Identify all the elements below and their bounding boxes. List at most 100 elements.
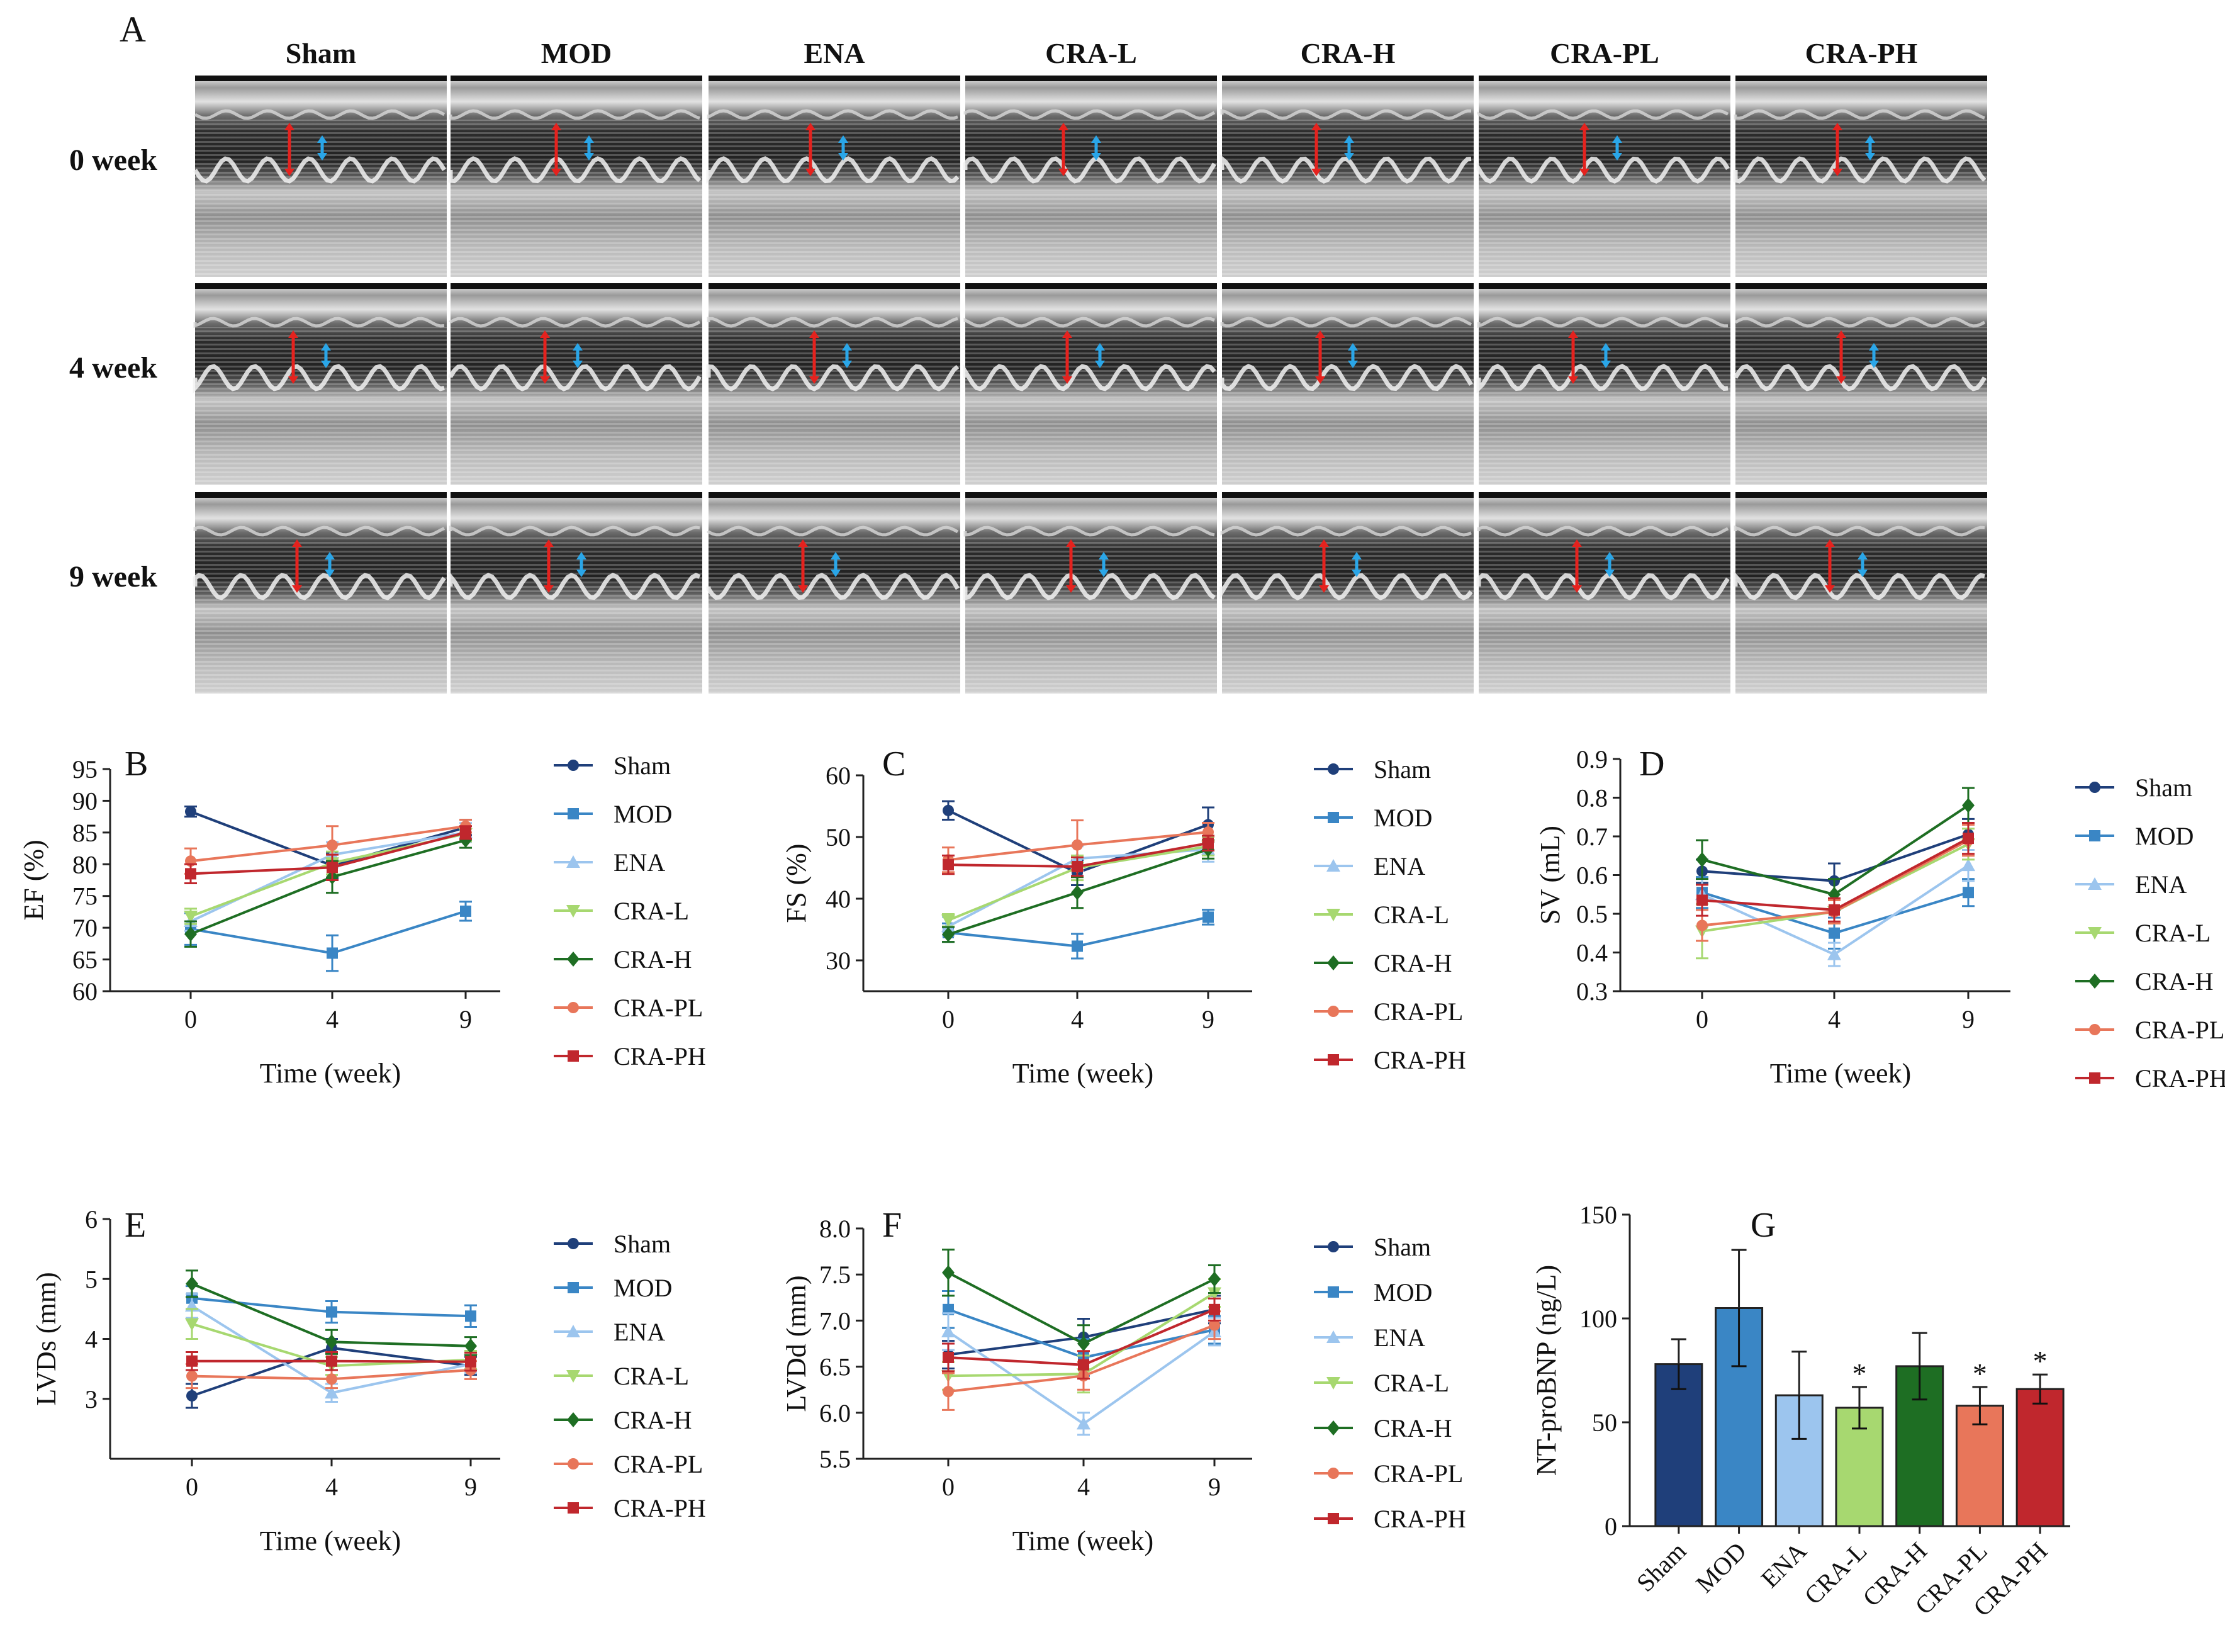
echo-image-top-bar	[1735, 76, 1987, 81]
legend-marker-sham	[568, 760, 579, 771]
blue-arrow-head-top	[317, 135, 327, 143]
legend-marker-mod	[1328, 1286, 1339, 1298]
blue-arrow-head-top	[1869, 343, 1879, 351]
x-axis-title: Time (week)	[1012, 1526, 1153, 1556]
red-arrow	[1319, 539, 1329, 593]
x-tick-label: 4	[1828, 1005, 1841, 1033]
y-tick-label: 5	[85, 1265, 98, 1293]
legend-marker-ena	[566, 855, 580, 868]
echo-posterior-wall	[1219, 154, 1472, 184]
blue-arrow-head-bottom	[584, 153, 594, 160]
red-arrow-head-bottom	[292, 585, 302, 593]
y-tick-label: 100	[1579, 1305, 1617, 1333]
bar-group-sham: Sham	[1631, 1338, 1703, 1597]
legend-marker-mod	[2089, 830, 2100, 841]
blue-arrow-head-bottom	[573, 361, 583, 368]
blue-arrow-head-bottom	[1348, 361, 1358, 368]
y-tick-label: 6.0	[819, 1399, 851, 1427]
echo-image-cra-l-9-week	[963, 492, 1217, 694]
echo-image-cra-ph-0-week	[1733, 76, 1987, 277]
echo-image-texture	[1735, 120, 1987, 277]
x-tick-label: 9	[464, 1473, 477, 1501]
x-tick-label: 4	[326, 1005, 339, 1033]
echo-column-header-cra-l: CRA-L	[1045, 37, 1137, 69]
data-point-cra-h-4	[1071, 885, 1084, 901]
data-point-cra-h-9	[1962, 797, 1975, 813]
red-arrow-head-bottom	[544, 585, 554, 593]
echo-septum-wall	[449, 317, 701, 328]
red-arrow-head-bottom	[1836, 376, 1846, 384]
echo-image-mod-0-week	[448, 76, 702, 277]
blue-arrow	[838, 135, 848, 160]
legend-marker-cra-l	[566, 1370, 580, 1383]
echo-posterior-wall	[1476, 364, 1729, 394]
echo-image-ena-4-week	[706, 283, 960, 485]
y-tick-label: 6.5	[819, 1353, 851, 1381]
echo-image-cra-ph-9-week	[1733, 492, 1987, 694]
chart-panel-c: C 30 40 50 60 0 4 9 Time (week) FS (%) Sham MOD ENA C…	[781, 745, 1466, 1089]
legend-label-cra-h: CRA-H	[614, 945, 692, 974]
echo-image-ena-0-week	[706, 76, 960, 277]
y-tick-label: 0.9	[1576, 745, 1608, 773]
bar-group-ena: ENA	[1756, 1351, 1824, 1593]
echo-septum-wall	[707, 525, 959, 537]
legend-marker-ena	[566, 1325, 580, 1337]
blue-arrow-head-top	[842, 343, 852, 351]
data-point-cra-pl-4	[326, 1373, 337, 1385]
legend-label-ena: ENA	[2135, 870, 2187, 899]
blue-arrow-head-bottom	[576, 570, 586, 577]
legend-label-cra-pl: CRA-PL	[2135, 1016, 2224, 1044]
legend-label-ena: ENA	[614, 1318, 665, 1346]
red-arrow-head-bottom	[809, 376, 819, 384]
data-point-ena-4	[325, 1386, 339, 1399]
echo-image-top-bar	[965, 492, 1217, 498]
x-tick-label: 0	[184, 1005, 197, 1033]
data-point-cra-h-0	[1696, 851, 1708, 867]
blue-arrow-head-top	[1091, 135, 1101, 143]
red-arrow	[1058, 123, 1068, 176]
red-arrow	[1568, 330, 1578, 384]
x-tick-label: 4	[1071, 1005, 1084, 1033]
red-arrow-head-bottom	[1572, 585, 1582, 593]
echo-image-top-bar	[195, 76, 447, 81]
y-tick-label: 3	[85, 1385, 98, 1413]
legend-marker-cra-ph	[568, 1050, 579, 1062]
blue-arrow	[1344, 135, 1354, 160]
blue-arrow-head-bottom	[1605, 570, 1615, 577]
x-tick-label-cra-l: CRA-L	[1799, 1537, 1873, 1610]
blue-arrow-head-top	[1865, 135, 1875, 143]
bar-cra-ph	[2015, 1388, 2065, 1527]
y-tick-label: 0.3	[1576, 977, 1608, 1006]
red-arrow	[1066, 539, 1076, 593]
echo-row-label-0-week: 0 week	[69, 143, 157, 177]
blue-arrow	[317, 135, 327, 160]
y-tick-label: 85	[72, 819, 98, 847]
series-cra-h	[184, 831, 472, 948]
legend-label-mod: MOD	[614, 1274, 672, 1302]
red-arrow-head-top	[1066, 539, 1076, 547]
blue-arrow-head-top	[1348, 343, 1358, 351]
legend-label-ena: ENA	[614, 848, 665, 877]
legend-c: Sham MOD ENA CRA-L CRA-H CRA-PL CRA-PH	[1314, 755, 1466, 1074]
series-mod	[1696, 876, 1975, 950]
blue-arrow	[1605, 552, 1615, 577]
legend-marker-cra-l	[566, 905, 580, 918]
data-point-cra-l-0	[185, 1318, 199, 1331]
data-point-sham-0	[943, 804, 954, 816]
panel-letter-a: A	[120, 9, 146, 50]
red-arrow	[544, 539, 554, 593]
x-tick-label: 0	[186, 1473, 198, 1501]
data-point-cra-ph-4	[1829, 904, 1840, 916]
data-point-ena-4	[1827, 947, 1841, 960]
red-arrow-head-bottom	[1062, 376, 1072, 384]
data-point-cra-ph-0	[943, 1351, 954, 1363]
x-axis-title: Time (week)	[1012, 1058, 1153, 1089]
legend-marker-cra-l	[2088, 927, 2102, 940]
blue-arrow	[576, 552, 586, 577]
y-tick-label: 6	[85, 1205, 98, 1233]
echo-image-top-bar	[195, 283, 447, 289]
blue-arrow	[1099, 552, 1109, 577]
red-arrow-head-top	[809, 330, 819, 338]
legend-marker-cra-pl	[568, 1002, 579, 1013]
legend-marker-cra-ph	[1328, 1054, 1339, 1065]
